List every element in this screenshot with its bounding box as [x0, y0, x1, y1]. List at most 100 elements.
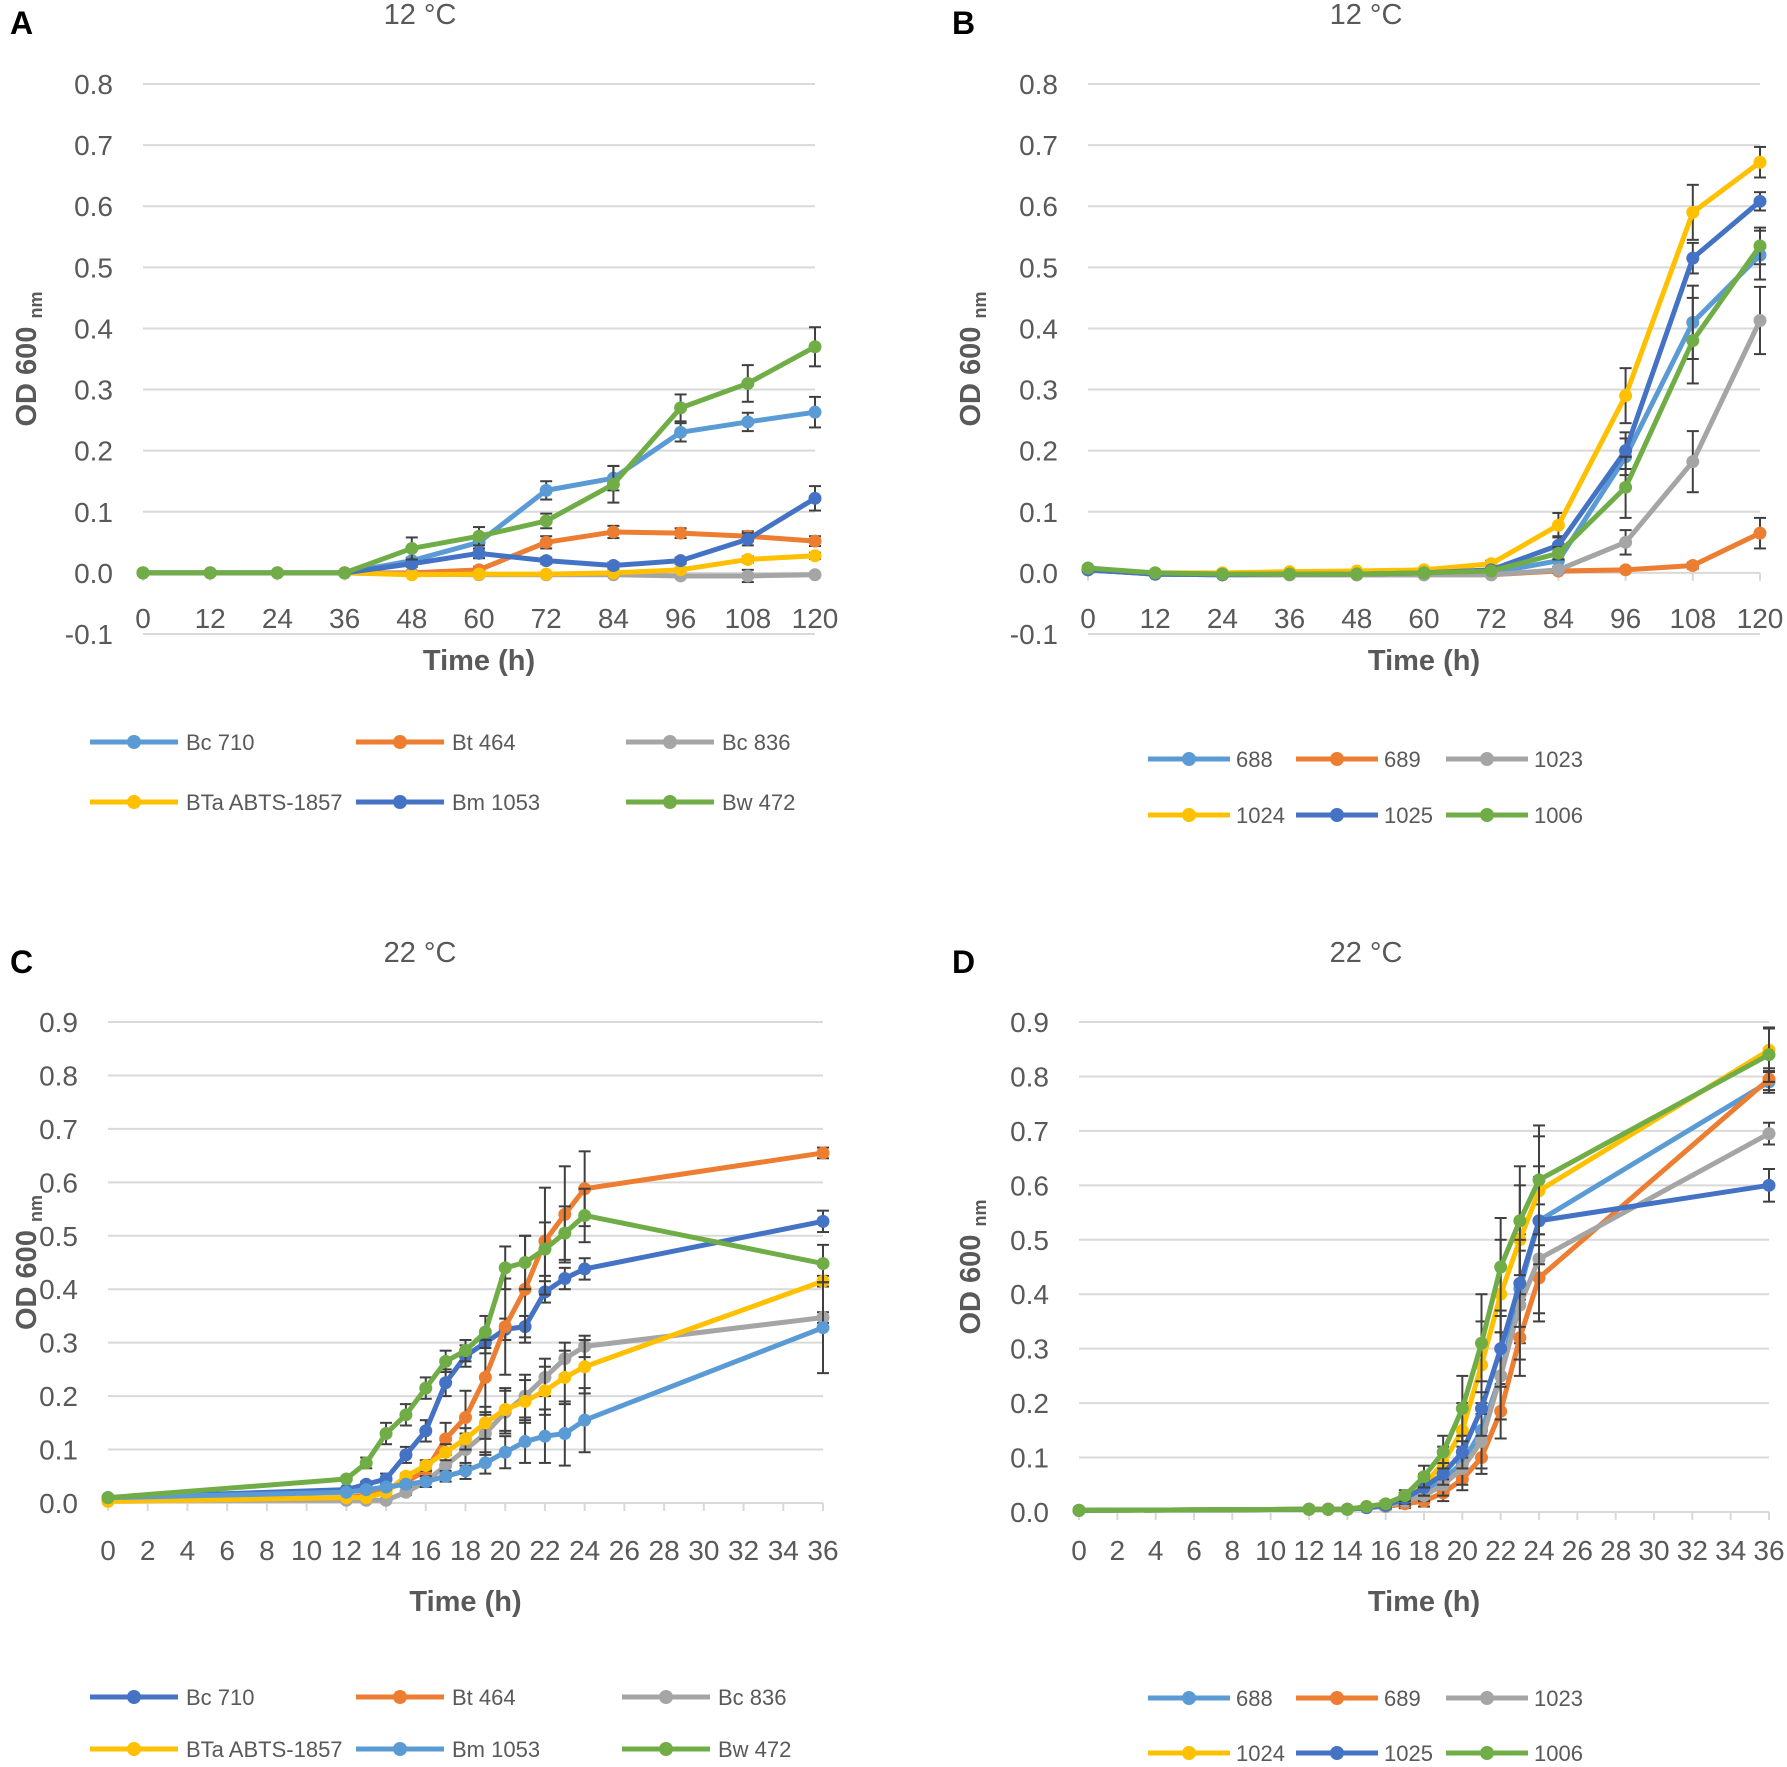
y-tick-label: 0.2 [74, 436, 113, 467]
data-point [1619, 444, 1633, 458]
legend-item: 689 [1296, 747, 1421, 772]
legend-label: Bt 464 [452, 730, 516, 755]
chart-title: 12 °C [1330, 0, 1403, 31]
legend-item: Bc 710 [90, 730, 255, 755]
series-1025 [1072, 1168, 1776, 1517]
legend-label: 1023 [1534, 1686, 1583, 1711]
data-point [808, 340, 822, 354]
y-tick-label: -0.1 [1010, 619, 1058, 650]
panel-letter: A [10, 5, 33, 41]
data-point [606, 477, 620, 491]
legend-item: BTa ABTS-1857 [90, 790, 343, 815]
data-point [359, 1483, 373, 1497]
legend-label: Bm 1053 [452, 1737, 540, 1762]
y-axis-label: OD 600 nm [955, 1200, 990, 1335]
y-tick-label: 0.8 [1010, 1061, 1049, 1092]
data-point [472, 567, 486, 581]
legend-label: Bw 472 [722, 790, 795, 815]
legend-item: 688 [1148, 747, 1273, 772]
legend-swatch-marker [1330, 752, 1344, 766]
panel-letter: B [952, 5, 975, 41]
legend-label: Bc 710 [186, 730, 255, 755]
data-point [405, 541, 419, 555]
data-point [558, 1226, 572, 1240]
data-point [419, 1475, 433, 1489]
data-point [1436, 1445, 1450, 1459]
legend-label: Bw 472 [718, 1737, 791, 1762]
legend-label: Bc 836 [718, 1685, 787, 1710]
data-point [518, 1394, 532, 1408]
x-tick-label: 60 [463, 603, 494, 634]
x-tick-label: 72 [1476, 603, 1507, 634]
legend-swatch-marker [1330, 1691, 1344, 1705]
series-1024 [1072, 1027, 1776, 1517]
y-tick-label: 0.2 [39, 1381, 78, 1412]
data-point [1513, 1214, 1527, 1228]
x-tick-label: 12 [1293, 1535, 1324, 1566]
series-line [1078, 1079, 1771, 1513]
x-axis-label: Time (h) [423, 645, 535, 677]
data-point [674, 554, 688, 568]
series-bm-1053 [101, 1281, 830, 1505]
data-point [538, 1429, 552, 1443]
data-point [1513, 1276, 1527, 1290]
data-point [741, 415, 755, 429]
legend: Bc 710 Bt 464 Bc 836 BTa ABTS-1857 Bm 1053 Bw… [90, 1685, 791, 1762]
legend-swatch-marker [1182, 1691, 1196, 1705]
chart-panel-b: B 12 °C -0.1 0.0 0.1 0.2 0.3 0.4 0.5 0.6 0.7 0.8 0 12… [952, 0, 1783, 828]
y-tick-label: 0.4 [74, 313, 113, 344]
data-point [1762, 1127, 1776, 1141]
data-point [1475, 1402, 1488, 1416]
legend-item: 1023 [1446, 1686, 1583, 1711]
data-point [808, 405, 822, 419]
legend-label: 688 [1236, 747, 1273, 772]
y-tick-label: 0.0 [74, 558, 113, 589]
data-point [498, 1261, 512, 1275]
data-point [1619, 563, 1633, 577]
x-tick-label: 22 [1485, 1535, 1516, 1566]
data-point [439, 1376, 453, 1390]
y-axis-label: OD 600 nm [11, 292, 46, 427]
y-tick-label: 0.7 [1010, 1116, 1049, 1147]
data-point [558, 1272, 572, 1286]
data-point [578, 1413, 592, 1427]
data-point [674, 401, 688, 415]
legend-label: 689 [1384, 1686, 1421, 1711]
legend-item: 1006 [1446, 803, 1583, 828]
data-point [578, 1262, 592, 1276]
y-tick-label: 0.2 [1010, 1388, 1049, 1419]
y-tick-label: 0.5 [39, 1221, 78, 1252]
data-point [1475, 1336, 1488, 1350]
x-tick-label: 28 [1600, 1535, 1631, 1566]
series-bw-472 [101, 1187, 830, 1505]
y-tick-label: 0.8 [39, 1060, 78, 1091]
data-point [498, 1320, 512, 1334]
data-point [1532, 1173, 1546, 1187]
x-tick-label: 0 [1071, 1535, 1087, 1566]
legend-item: Bm 1053 [356, 790, 540, 815]
legend-label: 1025 [1384, 1741, 1433, 1766]
data-point [808, 491, 822, 505]
data-point [459, 1432, 472, 1446]
legend-label: 1006 [1534, 803, 1583, 828]
data-point [816, 1257, 830, 1271]
data-point [1753, 239, 1767, 253]
legend-swatch-marker [1330, 808, 1344, 822]
legend-swatch-marker [393, 735, 407, 749]
legend-item: 1025 [1296, 1741, 1433, 1766]
x-tick-label: 4 [1148, 1535, 1164, 1566]
legend-item: 1024 [1148, 1741, 1285, 1766]
legend-label: Bm 1053 [452, 790, 540, 815]
y-tick-label: 0.7 [39, 1114, 78, 1145]
legend-swatch-marker [1182, 1746, 1196, 1760]
data-point [270, 566, 284, 580]
data-point [338, 566, 352, 580]
legend-swatch-marker [393, 1690, 407, 1704]
x-tick-label: 84 [1543, 603, 1574, 634]
panel-letter: D [952, 944, 975, 980]
chart-title: 22 °C [1330, 937, 1403, 969]
data-point [606, 559, 620, 573]
y-tick-label: 0.6 [1010, 1170, 1049, 1201]
data-point [808, 568, 822, 582]
panel-letter: C [10, 944, 33, 980]
